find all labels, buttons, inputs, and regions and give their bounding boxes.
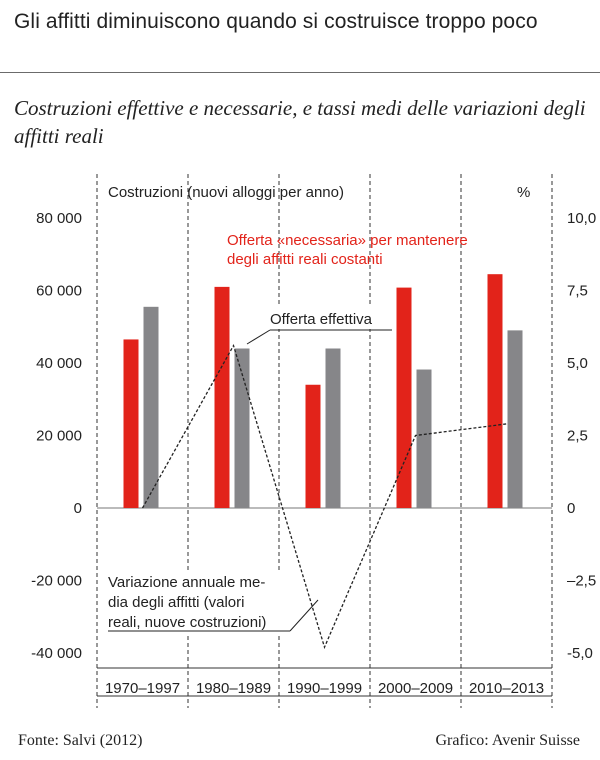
bar-offerta-necessaria xyxy=(214,286,230,508)
bar-offerta-necessaria xyxy=(123,339,139,508)
title-divider xyxy=(0,72,600,73)
chart-text: 80 000 60 000 40 000 20 000 0 -20 000 -40 000 1… xyxy=(31,184,596,697)
left-tick-label: 60 000 xyxy=(36,283,82,300)
annotation-variazione-leader xyxy=(289,599,319,632)
category-label: 2010–2013 xyxy=(469,680,544,697)
right-tick-label: –2,5 xyxy=(567,573,596,590)
category-label: 2000–2009 xyxy=(378,680,453,697)
right-tick-label: -5,0 xyxy=(567,645,593,662)
annotation-variazione-box xyxy=(104,572,294,634)
chart-line xyxy=(141,343,507,650)
bar-offerta-effettiva xyxy=(507,330,523,508)
annotation-effettiva-box xyxy=(266,307,392,329)
right-tick-label: 5,0 xyxy=(567,355,588,372)
left-tick-label: -20 000 xyxy=(31,573,82,590)
annotation-effettiva: Offerta effettiva xyxy=(270,311,373,328)
bar-offerta-necessaria xyxy=(305,384,321,508)
bar-offerta-effettiva xyxy=(416,369,432,508)
left-tick-label: 0 xyxy=(74,500,82,517)
annotation-variazione: Variazione annuale me- xyxy=(108,574,265,591)
credit-note: Grafico: Avenir Suisse xyxy=(435,732,580,749)
annotation-necessaria: Offerta «necessaria» per mantenere xyxy=(227,232,468,249)
annotation-effettiva-leader xyxy=(246,329,271,345)
category-label: 1990–1999 xyxy=(287,680,362,697)
page-title: Gli affitti diminuiscono quando si costr… xyxy=(14,10,538,33)
annotation-necessaria: degli affitti reali costanti xyxy=(227,251,383,268)
left-tick-label: 40 000 xyxy=(36,355,82,372)
right-tick-label: 7,5 xyxy=(567,283,588,300)
category-label: 1970–1997 xyxy=(105,680,180,697)
annotation-variazione: dia degli affitti (valori xyxy=(108,594,244,611)
bar-offerta-necessaria xyxy=(487,274,503,508)
right-axis-title: % xyxy=(517,184,530,201)
right-tick-label: 10,0 xyxy=(567,210,596,227)
source-note: Fonte: Salvi (2012) xyxy=(18,732,143,749)
bar-offerta-effettiva xyxy=(234,348,250,508)
right-tick-label: 0 xyxy=(567,500,575,517)
annotation-variazione: reali, nuove costruzioni) xyxy=(108,614,266,631)
bar-offerta-effettiva xyxy=(143,306,159,508)
line-variazione-affitti xyxy=(141,343,507,650)
bar-offerta-effettiva xyxy=(325,348,341,508)
left-tick-label: 20 000 xyxy=(36,428,82,445)
chart-subtitle: Costruzioni effettive e necessarie, e ta… xyxy=(14,96,586,148)
bar-offerta-necessaria xyxy=(396,287,412,508)
right-tick-label: 2,5 xyxy=(567,428,588,445)
left-axis-title: Costruzioni (nuovi alloggi per anno) xyxy=(108,184,344,201)
category-label: 1980–1989 xyxy=(196,680,271,697)
chart: 80 000 60 000 40 000 20 000 0 -20 000 -40 000 1… xyxy=(31,174,596,708)
left-tick-label: -40 000 xyxy=(31,645,82,662)
left-tick-label: 80 000 xyxy=(36,210,82,227)
